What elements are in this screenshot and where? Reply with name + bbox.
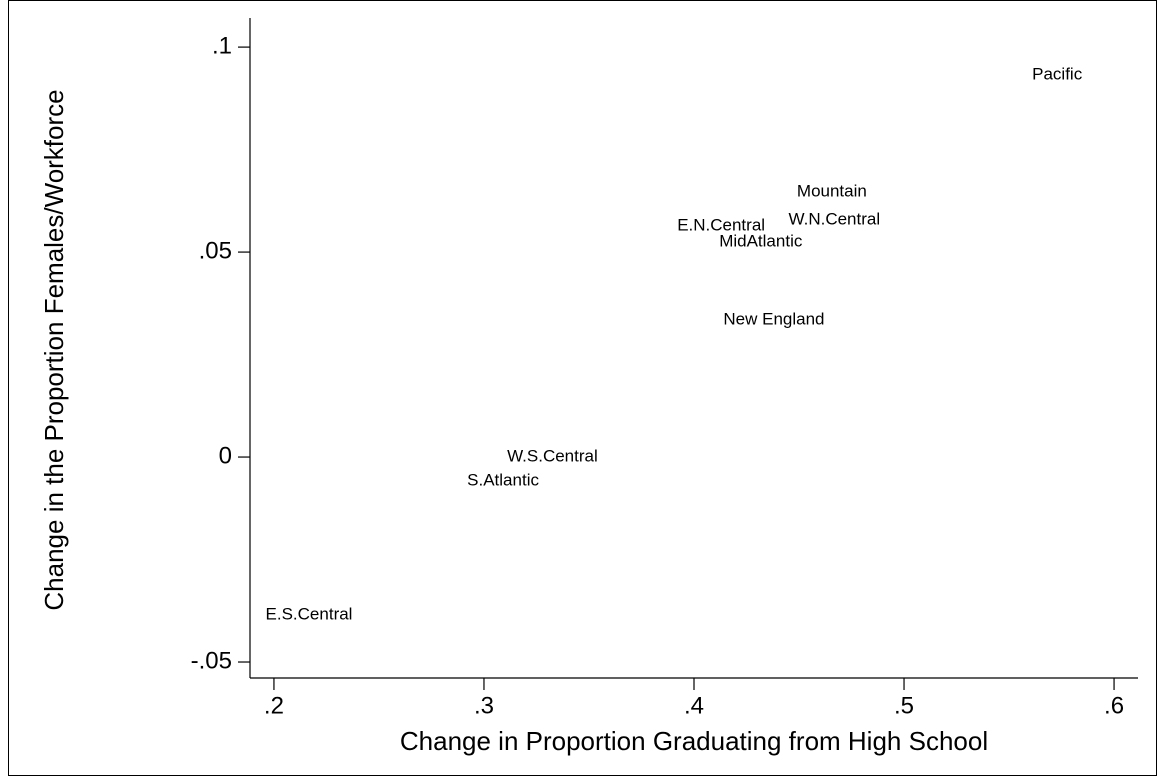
- y-tick-label: -.05: [191, 647, 232, 674]
- point-label: New England: [723, 310, 824, 329]
- frame: [8, 0, 1157, 776]
- point-label: E.S.Central: [266, 604, 353, 623]
- y-tick-label: .05: [199, 237, 232, 264]
- x-tick-label: .2: [264, 692, 284, 719]
- x-tick-label: .5: [894, 692, 914, 719]
- point-label: E.N.Central: [677, 216, 765, 235]
- y-tick-label: 0: [219, 442, 232, 469]
- x-tick-label: .4: [684, 692, 704, 719]
- point-label: S.Atlantic: [467, 471, 539, 490]
- x-tick-label: .3: [474, 692, 494, 719]
- point-label: Pacific: [1032, 64, 1083, 83]
- point-label: Mountain: [797, 182, 867, 201]
- y-tick-label: .1: [212, 32, 232, 59]
- x-axis-title: Change in Proportion Graduating from Hig…: [400, 726, 988, 756]
- point-label: W.N.Central: [789, 210, 881, 229]
- x-tick-label: .6: [1104, 692, 1124, 719]
- point-label: W.S.Central: [507, 447, 598, 466]
- point-label: MidAtlantic: [719, 232, 803, 251]
- y-axis-title: Change in the Proportion Females/Workfor…: [39, 89, 69, 610]
